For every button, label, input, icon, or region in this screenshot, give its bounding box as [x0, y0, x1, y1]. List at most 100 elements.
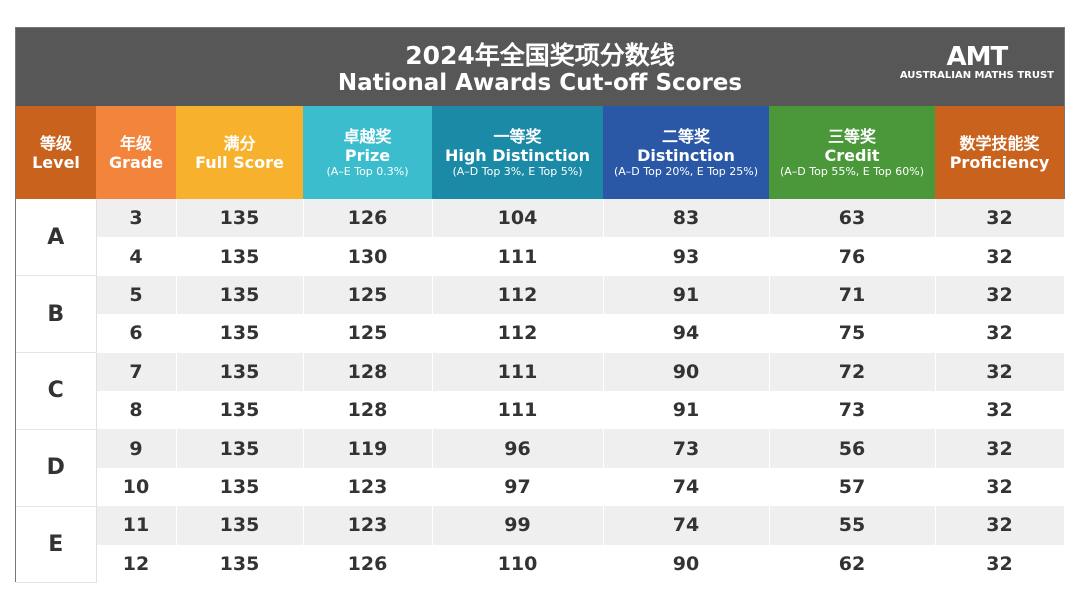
header-en: Distinction	[637, 145, 735, 165]
header-zh: 三等奖	[827, 126, 876, 146]
score-cell: 32	[935, 237, 1065, 276]
header-en: Grade	[108, 152, 164, 172]
table-row: 4 135 130 111 93 76 32	[16, 237, 1065, 276]
score-cell: 32	[935, 314, 1065, 353]
score-cell: 32	[935, 506, 1065, 545]
column-header-grade: 年级 Grade	[96, 106, 176, 199]
header-en: High Distinction	[444, 145, 591, 165]
score-cell: 32	[935, 199, 1065, 238]
score-cell: 130	[303, 237, 433, 276]
score-cell: 111	[432, 390, 604, 430]
grade-cell: 3	[96, 199, 177, 238]
score-cell: 91	[603, 275, 770, 315]
title-zh: 2024年全国奖项分数线	[405, 41, 675, 70]
score-cell: 32	[935, 467, 1065, 507]
score-cell: 126	[303, 544, 433, 583]
score-cell: 135	[176, 544, 304, 583]
score-cell: 135	[176, 429, 304, 468]
header-en: Full Score	[195, 152, 284, 172]
score-cell: 125	[303, 314, 433, 353]
score-cell: 56	[769, 429, 936, 468]
score-cell: 62	[769, 544, 936, 583]
table-row: A 3 135 126 104 83 63 32	[16, 199, 1065, 277]
header-note: (A–D Top 3%, E Top 5%)	[452, 164, 583, 178]
header-en: Level	[32, 152, 80, 172]
score-cell: 32	[935, 429, 1065, 468]
column-header-high-distinction: 一等奖 High Distinction (A–D Top 3%, E Top 5%…	[432, 106, 603, 199]
column-header-credit: 三等奖 Credit (A–D Top 55%, E Top 60%)	[769, 106, 935, 199]
table-row: D 9 135 119 96 73 56 32	[16, 429, 1065, 507]
score-cell: 135	[176, 237, 304, 276]
score-cell: 90	[603, 544, 770, 583]
header-zh: 卓越奖	[343, 126, 392, 146]
score-cell: 96	[432, 429, 604, 468]
grade-cell: 11	[96, 506, 177, 545]
level-cell: E	[16, 506, 97, 584]
table-row: 6 135 125 112 94 75 32	[16, 314, 1065, 353]
score-cell: 126	[303, 199, 433, 238]
score-cell: 97	[432, 467, 604, 507]
table-row: 12 135 126 110 90 62 32	[16, 544, 1065, 583]
title-bar: 2024年全国奖项分数线 National Awards Cut-off Sco…	[16, 28, 1064, 106]
grade-cell: 12	[96, 544, 177, 583]
score-cell: 32	[935, 352, 1065, 391]
score-cell: 75	[769, 314, 936, 353]
score-cell: 135	[176, 199, 304, 238]
score-cell: 135	[176, 352, 304, 391]
score-cell: 74	[603, 467, 770, 507]
header-zh: 一等奖	[493, 126, 542, 146]
column-header-proficiency: 数学技能奖 Proficiency	[935, 106, 1064, 199]
table-row: E 11 135 123 99 74 55 32	[16, 506, 1065, 584]
score-cell: 128	[303, 390, 433, 430]
score-cell: 71	[769, 275, 936, 315]
grade-cell: 10	[96, 467, 177, 507]
header-note: (A–D Top 20%, E Top 25%)	[613, 164, 759, 178]
table-row: B 5 135 125 112 91 71 32	[16, 275, 1065, 354]
score-cell: 93	[603, 237, 770, 276]
header-note: (A–E Top 0.3%)	[326, 164, 409, 178]
logo-mark: AMT	[946, 42, 1009, 72]
score-cell: 94	[603, 314, 770, 353]
score-cell: 32	[935, 390, 1065, 430]
header-note: (A–D Top 55%, E Top 60%)	[779, 164, 925, 178]
header-en: Credit	[824, 145, 880, 165]
table-row: 10 135 123 97 74 57 32	[16, 467, 1065, 507]
score-cell: 110	[432, 544, 604, 583]
score-cell: 32	[935, 544, 1065, 583]
header-en: Prize	[344, 145, 391, 165]
score-cell: 112	[432, 275, 604, 315]
grade-cell: 5	[96, 275, 177, 315]
score-cell: 135	[176, 506, 304, 545]
level-cell: B	[16, 275, 97, 354]
score-cell: 125	[303, 275, 433, 315]
score-cell: 99	[432, 506, 604, 545]
header-zh: 二等奖	[661, 126, 710, 146]
column-header-prize: 卓越奖 Prize (A–E Top 0.3%)	[303, 106, 432, 199]
column-header-distinction: 二等奖 Distinction (A–D Top 20%, E Top 25%)	[603, 106, 769, 199]
score-cell: 73	[603, 429, 770, 468]
grade-cell: 7	[96, 352, 177, 391]
score-cell: 90	[603, 352, 770, 391]
header-en: Proficiency	[949, 152, 1050, 172]
score-cell: 135	[176, 314, 304, 353]
header-zh: 满分	[223, 133, 256, 153]
grade-cell: 8	[96, 390, 177, 430]
score-cell: 104	[432, 199, 604, 238]
score-cell: 74	[603, 506, 770, 545]
score-cell: 83	[603, 199, 770, 238]
score-cell: 111	[432, 237, 604, 276]
table-row: C 7 135 128 111 90 72 32	[16, 352, 1065, 430]
scores-table: 等级 Level 年级 Grade 满分 Full Score 卓越奖 Prize (A–E T…	[16, 106, 1065, 584]
level-cell: C	[16, 352, 97, 430]
score-cell: 123	[303, 467, 433, 507]
score-cell: 76	[769, 237, 936, 276]
grade-cell: 9	[96, 429, 177, 468]
score-cell: 73	[769, 390, 936, 430]
header-zh: 数学技能奖	[959, 133, 1040, 153]
grade-cell: 6	[96, 314, 177, 353]
score-cell: 112	[432, 314, 604, 353]
title-en: National Awards Cut-off Scores	[337, 70, 743, 96]
score-cell: 57	[769, 467, 936, 507]
score-cell: 135	[176, 390, 304, 430]
score-cell: 111	[432, 352, 604, 391]
